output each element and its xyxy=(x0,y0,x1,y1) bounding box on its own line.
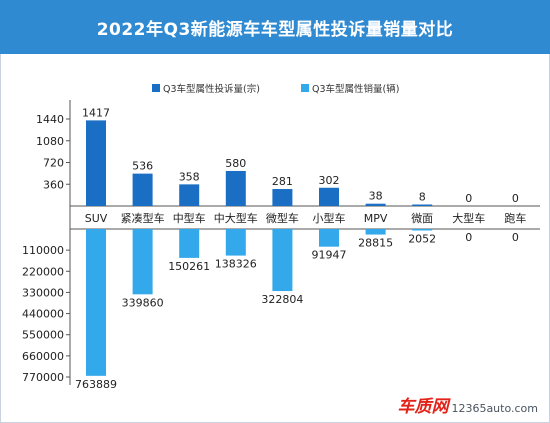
complaints-value-label: 0 xyxy=(465,192,472,205)
sales-value-label: 763889 xyxy=(75,378,117,391)
sales-bar xyxy=(179,229,200,258)
sales-value-label: 91947 xyxy=(312,249,347,262)
category-label: 中型车 xyxy=(173,211,206,225)
watermark-site: 12365auto.com xyxy=(451,402,538,415)
complaints-bar xyxy=(365,203,386,206)
complaints-value-label: 0 xyxy=(512,192,519,205)
category-label: 跑车 xyxy=(504,211,526,225)
category-label: 中大型车 xyxy=(214,211,258,225)
legend-complaints-swatch xyxy=(152,84,160,92)
upper-axis-tick-label: 1440 xyxy=(36,113,64,126)
sales-bar xyxy=(132,229,153,295)
sales-bar xyxy=(412,229,433,231)
sales-bar xyxy=(319,229,339,247)
category-label: SUV xyxy=(85,212,108,225)
sales-value-label: 0 xyxy=(465,231,472,244)
upper-axis-tick-label: 720 xyxy=(43,157,64,170)
legend-sales-label: Q3车型属性销量(辆) xyxy=(312,83,399,95)
lower-axis-tick-label: 110000 xyxy=(22,244,64,257)
lower-axis-tick-label: 550000 xyxy=(22,329,64,342)
sales-value-label: 0 xyxy=(512,231,519,244)
page-title: 2022年Q3新能源车车型属性投诉量销量对比 xyxy=(0,0,550,54)
watermark-brand: 车质网 xyxy=(397,397,449,417)
category-label: 大型车 xyxy=(452,211,485,225)
category-label: MPV xyxy=(364,212,388,225)
category-label: 小型车 xyxy=(313,211,346,225)
complaints-bar xyxy=(86,120,106,206)
sales-value-label: 138326 xyxy=(215,258,257,271)
upper-axis-tick-label: 1080 xyxy=(36,135,64,148)
complaints-bar xyxy=(319,187,339,206)
complaints-value-label: 580 xyxy=(225,157,246,170)
legend-complaints-label: Q3车型属性投诉量(宗) xyxy=(163,83,260,95)
lower-axis-tick-label: 770000 xyxy=(22,371,64,384)
sales-bar xyxy=(272,229,293,292)
category-label: 紧凑型车 xyxy=(121,211,165,225)
sales-bar xyxy=(225,229,246,256)
complaints-value-label: 8 xyxy=(419,191,426,204)
category-label: 微型车 xyxy=(266,211,299,225)
complaints-bar xyxy=(412,204,433,206)
upper-axis-tick-label: 360 xyxy=(43,178,64,191)
complaints-value-label: 38 xyxy=(369,190,383,203)
sales-value-label: 2052 xyxy=(408,233,436,246)
complaints-value-label: 281 xyxy=(272,175,293,188)
sales-value-label: 339860 xyxy=(122,296,164,309)
sales-value-label: 322804 xyxy=(261,293,303,306)
complaints-value-label: 536 xyxy=(132,160,153,173)
complaints-bar xyxy=(179,184,200,206)
complaints-value-label: 358 xyxy=(179,170,200,183)
lower-axis-tick-label: 220000 xyxy=(22,265,64,278)
lower-axis-tick-label: 440000 xyxy=(22,308,64,321)
lower-axis-tick-label: 330000 xyxy=(22,286,64,299)
sales-bar xyxy=(365,229,386,235)
complaints-bar xyxy=(132,173,153,206)
complaints-bar xyxy=(225,170,246,206)
legend-sales-swatch xyxy=(301,84,309,92)
complaints-bar xyxy=(272,189,293,206)
sales-value-label: 28815 xyxy=(358,237,393,250)
category-label: 微面 xyxy=(411,211,433,225)
sales-bar xyxy=(86,229,106,376)
lower-axis-tick-label: 660000 xyxy=(22,350,64,363)
complaints-value-label: 302 xyxy=(319,174,340,187)
sales-value-label: 150261 xyxy=(168,260,210,273)
complaints-value-label: 1417 xyxy=(82,106,110,119)
watermark: 车质网 12365auto.com xyxy=(397,392,538,417)
